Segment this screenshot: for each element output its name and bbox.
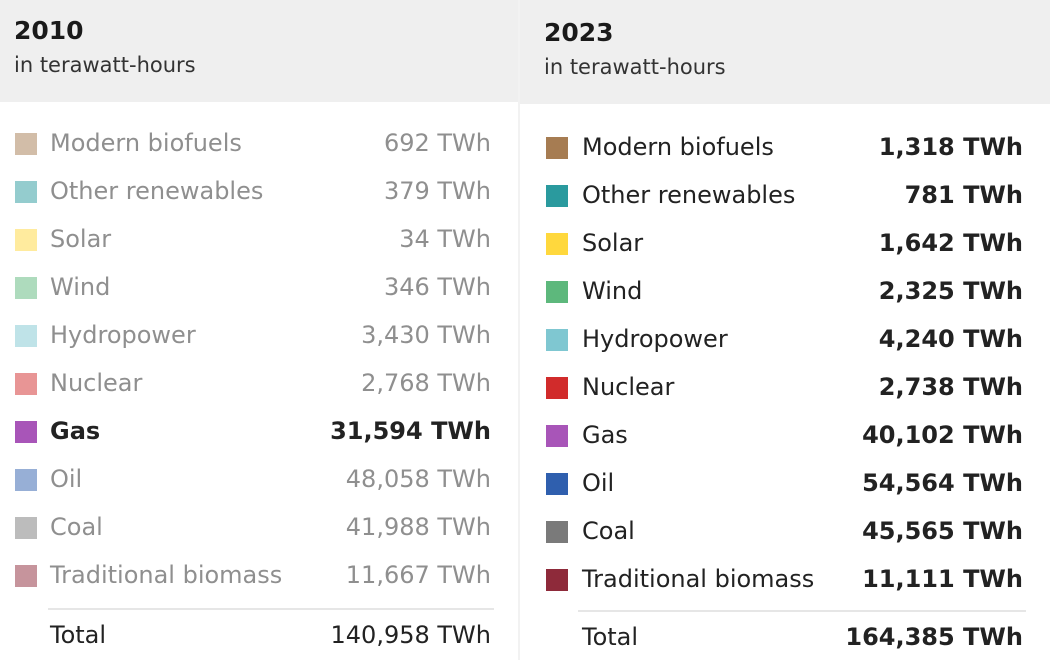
row-value: 1,642 TWh bbox=[878, 229, 1023, 257]
row-label: Gas bbox=[50, 417, 101, 445]
row-value: 11,111 TWh bbox=[862, 565, 1023, 593]
legend-swatch bbox=[546, 137, 568, 159]
panel-subtitle: in terawatt-hours bbox=[14, 53, 196, 77]
row-label: Other renewables bbox=[582, 181, 796, 209]
row-label: Traditional biomass bbox=[50, 561, 283, 589]
legend-swatch bbox=[546, 281, 568, 303]
row-value: 45,565 TWh bbox=[862, 517, 1023, 545]
table-row[interactable]: Coal 45,565 TWh bbox=[520, 510, 1050, 558]
panel-2023: 2023 in terawatt-hours Modern biofuels 1,… bbox=[520, 0, 1050, 660]
legend-swatch bbox=[15, 277, 37, 299]
legend-swatch bbox=[546, 233, 568, 255]
panel-title: 2023 bbox=[544, 18, 614, 47]
row-value: 31,594 TWh bbox=[330, 417, 491, 445]
row-value: 781 TWh bbox=[904, 181, 1023, 209]
row-label: Gas bbox=[582, 421, 628, 449]
legend-swatch bbox=[15, 181, 37, 203]
panel-header: 2023 in terawatt-hours bbox=[520, 0, 1050, 104]
row-label: Coal bbox=[582, 517, 635, 545]
table-row[interactable]: Traditional biomass 11,111 TWh bbox=[520, 558, 1050, 606]
legend-swatch bbox=[15, 373, 37, 395]
row-value: 54,564 TWh bbox=[862, 469, 1023, 497]
table-row[interactable]: Wind 2,325 TWh bbox=[520, 270, 1050, 318]
table-row[interactable]: Solar 1,642 TWh bbox=[520, 222, 1050, 270]
legend-swatch bbox=[15, 229, 37, 251]
table-row[interactable]: Gas 31,594 TWh bbox=[0, 412, 518, 460]
table-row[interactable]: Nuclear 2,768 TWh bbox=[0, 364, 518, 412]
legend-swatch bbox=[15, 469, 37, 491]
legend-swatch bbox=[15, 325, 37, 347]
table-row[interactable]: Wind 346 TWh bbox=[0, 268, 518, 316]
row-label: Wind bbox=[582, 277, 643, 305]
row-value: 11,667 TWh bbox=[345, 561, 491, 589]
panel-subtitle: in terawatt-hours bbox=[544, 55, 726, 79]
row-value: 1,318 TWh bbox=[878, 133, 1023, 161]
row-label: Coal bbox=[50, 513, 103, 541]
total-divider bbox=[48, 608, 494, 610]
row-value: 2,738 TWh bbox=[878, 373, 1023, 401]
legend-swatch bbox=[15, 517, 37, 539]
panel-divider bbox=[518, 0, 520, 660]
legend-swatch bbox=[15, 421, 37, 443]
table-row[interactable]: Hydropower 4,240 TWh bbox=[520, 318, 1050, 366]
legend-swatch bbox=[546, 377, 568, 399]
table-row[interactable]: Modern biofuels 692 TWh bbox=[0, 124, 518, 172]
table-row[interactable]: Traditional biomass 11,667 TWh bbox=[0, 556, 518, 604]
row-label: Oil bbox=[582, 469, 615, 497]
legend-swatch bbox=[15, 565, 37, 587]
table-row[interactable]: Oil 48,058 TWh bbox=[0, 460, 518, 508]
row-value: 379 TWh bbox=[383, 177, 491, 205]
table-row[interactable]: Oil 54,564 TWh bbox=[520, 462, 1050, 510]
row-label: Modern biofuels bbox=[582, 133, 774, 161]
total-value: 140,958 TWh bbox=[330, 621, 491, 649]
total-divider bbox=[578, 610, 1026, 612]
table-row[interactable]: Gas 40,102 TWh bbox=[520, 414, 1050, 462]
row-value: 4,240 TWh bbox=[878, 325, 1023, 353]
row-label: Solar bbox=[50, 225, 112, 253]
table-row[interactable]: Other renewables 379 TWh bbox=[0, 172, 518, 220]
table-row[interactable]: Hydropower 3,430 TWh bbox=[0, 316, 518, 364]
row-value: 692 TWh bbox=[383, 129, 491, 157]
table-row[interactable]: Nuclear 2,738 TWh bbox=[520, 366, 1050, 414]
total-label: Total bbox=[582, 623, 639, 651]
row-value: 3,430 TWh bbox=[361, 321, 491, 349]
table-row[interactable]: Other renewables 781 TWh bbox=[520, 174, 1050, 222]
row-label: Other renewables bbox=[50, 177, 264, 205]
legend-swatch bbox=[546, 425, 568, 447]
row-label: Nuclear bbox=[50, 369, 143, 397]
row-value: 34 TWh bbox=[399, 225, 491, 253]
row-label: Oil bbox=[50, 465, 83, 493]
legend-swatch bbox=[546, 569, 568, 591]
row-label: Modern biofuels bbox=[50, 129, 242, 157]
row-value: 346 TWh bbox=[383, 273, 491, 301]
legend-swatch bbox=[546, 473, 568, 495]
row-label: Hydropower bbox=[50, 321, 196, 349]
row-value: 48,058 TWh bbox=[345, 465, 491, 493]
row-label: Traditional biomass bbox=[582, 565, 815, 593]
total-value: 164,385 TWh bbox=[845, 623, 1023, 651]
row-value: 40,102 TWh bbox=[862, 421, 1023, 449]
legend-swatch bbox=[546, 185, 568, 207]
panel-header: 2010 in terawatt-hours bbox=[0, 0, 518, 102]
panel-title: 2010 bbox=[14, 16, 84, 45]
legend-swatch bbox=[546, 329, 568, 351]
total-label: Total bbox=[50, 621, 107, 649]
legend-swatch bbox=[15, 133, 37, 155]
row-value: 41,988 TWh bbox=[345, 513, 491, 541]
row-label: Solar bbox=[582, 229, 644, 257]
row-label: Wind bbox=[50, 273, 111, 301]
row-label: Hydropower bbox=[582, 325, 728, 353]
panel-2010: 2010 in terawatt-hours Modern biofuels 69… bbox=[0, 0, 518, 660]
table-row[interactable]: Coal 41,988 TWh bbox=[0, 508, 518, 556]
row-value: 2,768 TWh bbox=[361, 369, 491, 397]
table-row[interactable]: Solar 34 TWh bbox=[0, 220, 518, 268]
legend-swatch bbox=[546, 521, 568, 543]
row-label: Nuclear bbox=[582, 373, 675, 401]
table-row[interactable]: Modern biofuels 1,318 TWh bbox=[520, 126, 1050, 174]
row-value: 2,325 TWh bbox=[878, 277, 1023, 305]
